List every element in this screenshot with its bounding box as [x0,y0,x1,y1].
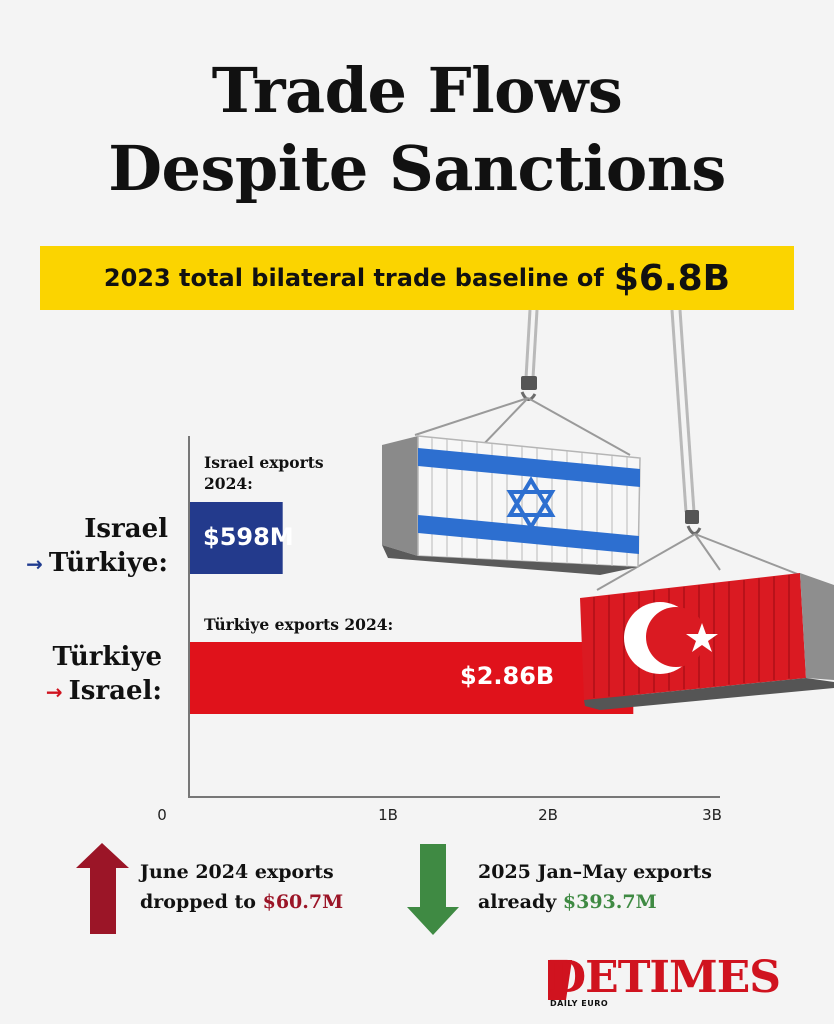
arrow-right-icon: → [45,680,63,704]
stat-text: June 2024 exports [140,861,334,883]
stat-june-2024: June 2024 exports dropped to $60.7M [140,857,343,917]
bar-value-label-israel: $598M [203,523,294,551]
arrow-right-icon: → [26,552,43,576]
stat-text-2: already [478,891,563,913]
banner-lead: 2023 total bilateral trade baseline of [103,264,604,292]
category-origin: Türkiye [52,642,162,672]
stat-2025-jan-may: 2025 Jan–May exports already $393.7M [478,857,712,917]
container-slings [414,397,801,591]
bar-israel-exports [190,502,283,574]
stat-value: $393.7M [562,891,657,913]
category-origin: Israel [84,514,168,544]
x-tick-label: 3B [702,806,722,824]
baseline-banner: 2023 total bilateral trade baseline of $… [40,246,794,310]
title-line-1: Trade Flows [211,54,623,127]
up-arrow-icon [76,843,129,934]
israel-flag-container-icon [382,435,641,575]
turkiye-flag-container-icon [580,573,834,710]
stat-text-2: dropped to [140,891,263,913]
crane-hook-icon [521,376,699,524]
crane-cables [524,309,696,513]
bar-value-label-turkiye: $2.86B [460,662,555,690]
x-tick-label: 0 [157,806,167,824]
x-tick-label: 2B [538,806,558,824]
category-destination: Türkiye: [48,548,168,578]
category-label-turkiye: Türkiye → Israel: [20,640,162,709]
logo-icon [548,960,572,1000]
banner-value: $6.8B [613,257,731,299]
title-line-2: Despite Sanctions [108,132,726,205]
stat-text: 2025 Jan–May exports [478,861,712,883]
x-tick-label: 1B [378,806,398,824]
bar-turkiye-exports [190,642,634,714]
stat-value: $60.7M [262,891,344,913]
logo-subtitle: DAILY EURO [550,999,609,1008]
down-arrow-icon [407,844,459,935]
page-title: Trade Flows Despite Sanctions [0,52,834,208]
category-label-israel: Israel → Türkiye: [20,512,168,581]
annotation-turkiye-exports: Türkiye exports 2024: [204,615,394,634]
logo: DETIMES DAILY EURO [548,955,794,1009]
annotation-israel-exports: Israel exports 2024: [204,453,324,493]
category-destination: Israel: [68,676,162,706]
logo-wordmark: DETIMES [548,952,781,1003]
